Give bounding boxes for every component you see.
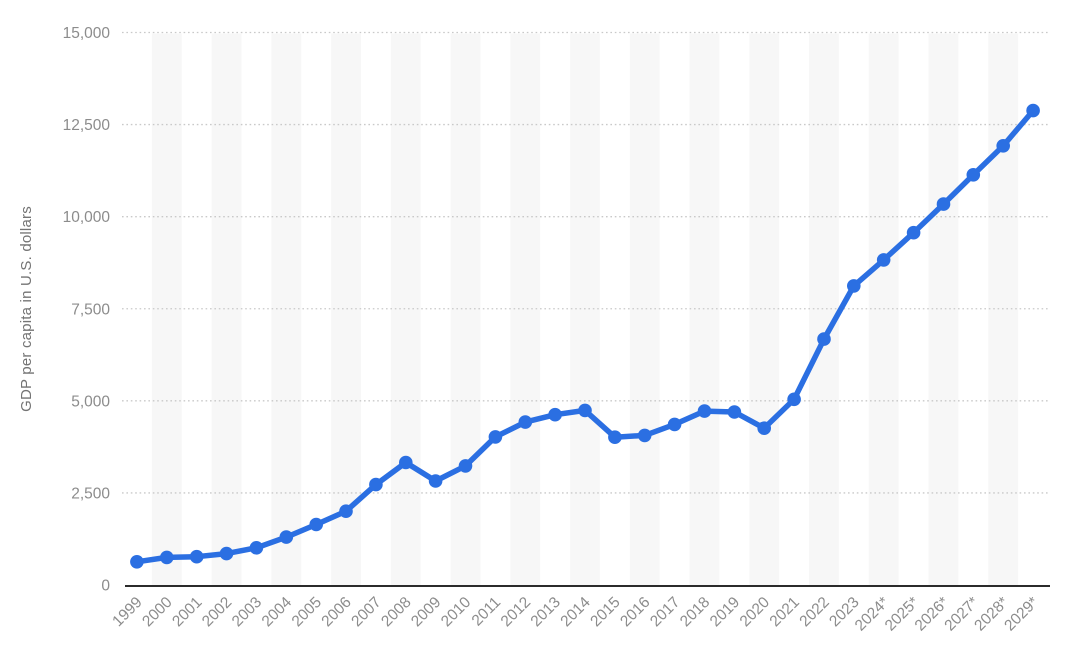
data-point[interactable] [936,197,951,211]
data-point[interactable] [876,253,891,267]
x-tick-label: 2008 [378,594,414,630]
data-point[interactable] [727,405,742,419]
x-tick-label: 2002 [199,594,235,630]
background-band [928,33,959,585]
x-tick-label: 2014 [557,594,594,631]
y-tick-label: 12,500 [63,117,111,134]
data-point[interactable] [1026,103,1040,118]
data-point[interactable] [219,546,234,561]
data-point[interactable] [548,407,562,422]
x-tick-label: 2015 [587,594,623,630]
x-tick-label: 2004 [259,594,296,631]
y-tick-label: 10,000 [63,209,111,226]
x-tick-label: 2018 [677,594,713,630]
x-tick-label: 2011 [469,594,505,630]
data-point[interactable] [399,455,413,470]
data-point[interactable] [249,541,264,555]
x-tick-label: 2005 [289,594,325,630]
data-point[interactable] [160,550,174,565]
y-tick-label: 0 [101,578,110,595]
data-point[interactable] [488,430,503,444]
data-point[interactable] [996,139,1010,153]
data-point[interactable] [637,428,652,443]
x-tick-label: 2022 [796,594,832,630]
data-point[interactable] [578,403,592,418]
y-tick-label: 7,500 [71,301,110,318]
y-axis-title: GDP per capita in U.S. dollars [18,206,35,412]
background-band [510,33,541,585]
x-tick-label: 2001 [169,594,205,630]
x-tick-label: 2017 [647,594,683,630]
x-tick-label: 2007 [348,594,384,630]
x-tick-labels: 1999200020012002200320042005200620072008… [109,594,1042,635]
y-tick-label: 2,500 [71,485,110,502]
data-point[interactable] [757,421,771,436]
data-series [130,103,1040,569]
x-tick-label: 2016 [617,594,653,630]
data-point[interactable] [369,477,383,492]
data-point[interactable] [697,404,712,418]
gridlines [122,31,1050,494]
y-tick-label: 15,000 [63,25,111,42]
x-tick-label: 2021 [767,594,803,630]
x-tick-label: 2010 [438,594,475,631]
x-tick-label: 1999 [109,594,145,630]
x-tick-label: 2003 [229,594,265,630]
data-point[interactable] [189,549,204,564]
y-tick-labels: 0 2,500 5,000 7,500 10,000 12,500 15,000 [63,25,111,595]
x-tick-label: 2020 [737,594,774,631]
data-point[interactable] [608,430,622,445]
data-point[interactable] [428,474,443,488]
x-tick-label: 2029* [1001,594,1042,635]
data-point[interactable] [309,517,324,532]
data-point[interactable] [906,225,921,240]
data-point[interactable] [847,279,861,293]
y-tick-label: 5,000 [71,393,110,410]
x-tick-label: 2009 [408,594,444,630]
data-point[interactable] [966,168,981,182]
data-point[interactable] [279,530,294,544]
data-point[interactable] [339,504,353,518]
data-point[interactable] [458,459,473,473]
x-tick-label: 2019 [707,594,743,630]
x-tick-label: 2013 [528,594,564,630]
data-point[interactable] [787,392,801,407]
data-point[interactable] [817,332,831,346]
x-tick-label: 2000 [139,594,176,631]
x-tick-label: 2006 [318,594,354,630]
x-tick-label: 2012 [498,594,534,630]
data-point[interactable] [518,415,533,429]
data-point[interactable] [130,555,144,569]
data-point[interactable] [667,417,682,432]
